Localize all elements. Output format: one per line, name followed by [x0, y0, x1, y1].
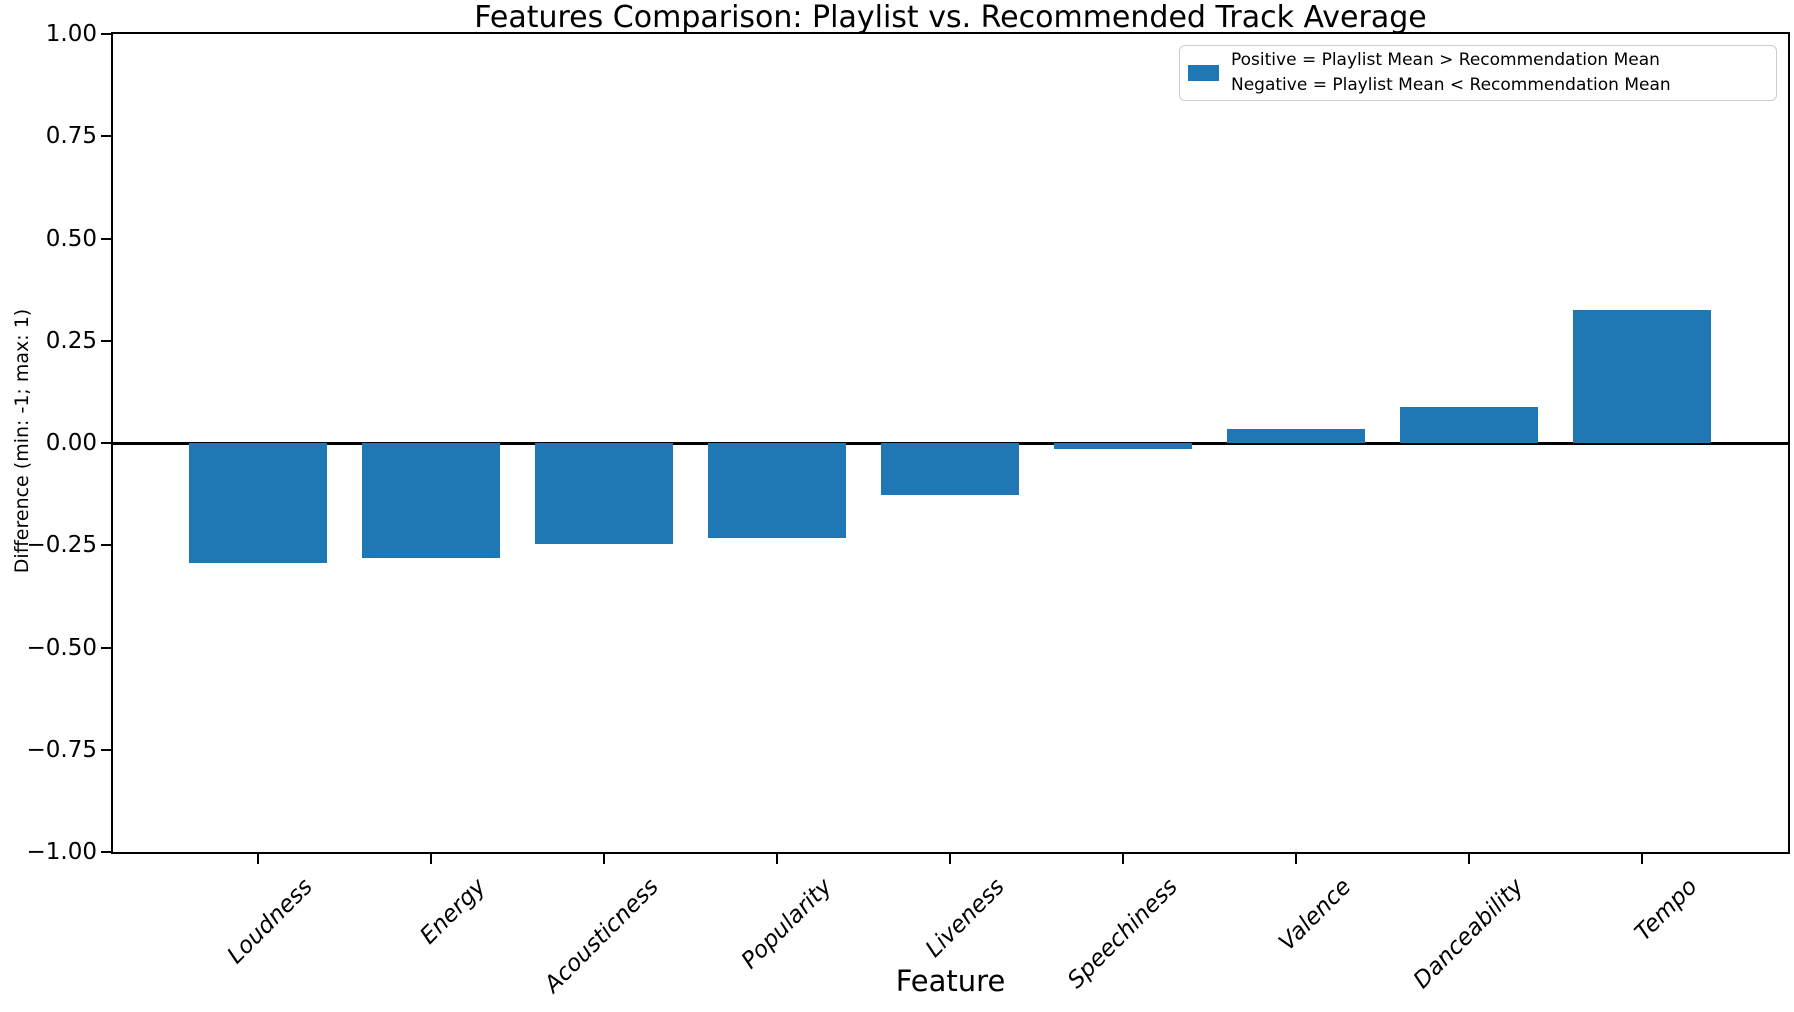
- chart-title: Features Comparison: Playlist vs. Recomm…: [474, 0, 1427, 35]
- x-tick-mark: [603, 854, 605, 864]
- y-tick-mark: [101, 442, 111, 444]
- legend: Positive = Playlist Mean > Recommendatio…: [1179, 45, 1777, 101]
- y-tick-label: −0.50: [26, 634, 97, 661]
- x-tick-label-liveness: Liveness: [921, 873, 1011, 963]
- bar-energy: [362, 443, 500, 558]
- legend-line-positive: Positive = Playlist Mean > Recommendatio…: [1231, 50, 1660, 70]
- x-tick-mark: [1295, 854, 1297, 864]
- bar-tempo: [1573, 310, 1711, 443]
- x-tick-mark: [257, 854, 259, 864]
- legend-labels: Positive = Playlist Mean > Recommendatio…: [1231, 48, 1671, 98]
- y-tick-mark: [101, 851, 111, 853]
- y-tick-mark: [101, 748, 111, 751]
- x-axis-label: Feature: [895, 964, 1006, 998]
- legend-line-negative: Negative = Playlist Mean < Recommendatio…: [1231, 75, 1671, 95]
- x-tick-mark: [430, 854, 432, 864]
- y-tick-mark: [101, 33, 111, 35]
- y-tick-mark: [101, 544, 111, 547]
- x-tick-mark: [776, 854, 778, 864]
- y-tick-mark: [101, 237, 111, 240]
- legend-swatch: [1188, 65, 1219, 81]
- y-tick-label: −0.25: [26, 532, 97, 559]
- x-tick-label-popularity: Popularity: [736, 873, 838, 975]
- bar-valence: [1227, 429, 1365, 443]
- y-tick-label: −0.75: [26, 736, 97, 763]
- x-tick-label-valence: Valence: [1273, 873, 1357, 956]
- bar-popularity: [708, 443, 846, 538]
- x-tick-label-tempo: Tempo: [1629, 873, 1703, 947]
- x-tick-label-loudness: Loudness: [222, 873, 319, 970]
- y-tick-label: −1.00: [26, 839, 97, 865]
- x-tick-label-energy: Energy: [415, 873, 492, 950]
- y-tick-mark: [101, 135, 111, 138]
- bar-loudness: [189, 443, 327, 563]
- plot-area: [111, 32, 1790, 854]
- y-tick-label: 0.50: [45, 225, 97, 252]
- y-tick-label: 0.75: [45, 123, 97, 150]
- y-tick-label: 1.00: [45, 21, 97, 47]
- bar-acousticness: [535, 443, 673, 545]
- y-tick-mark: [101, 646, 111, 649]
- x-tick-mark: [1641, 854, 1643, 864]
- bar-danceability: [1400, 407, 1538, 443]
- y-tick-mark: [101, 339, 111, 342]
- x-tick-mark: [1122, 854, 1124, 864]
- bar-liveness: [881, 443, 1019, 495]
- bar-speechiness: [1054, 443, 1192, 450]
- x-tick-mark: [1468, 854, 1470, 864]
- y-tick-label: 0.00: [45, 430, 97, 456]
- y-tick-label: 0.25: [45, 327, 97, 354]
- x-tick-mark: [949, 854, 951, 864]
